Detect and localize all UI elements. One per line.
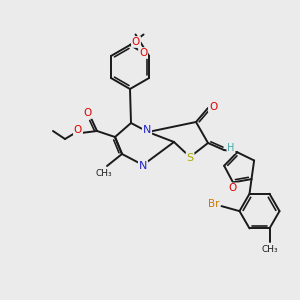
Text: N: N: [143, 125, 151, 135]
Text: S: S: [186, 153, 194, 163]
Text: H: H: [227, 143, 235, 153]
Text: O: O: [74, 125, 82, 135]
Text: N: N: [139, 161, 147, 171]
Text: Br: Br: [208, 199, 219, 209]
Text: O: O: [139, 48, 147, 58]
Text: O: O: [132, 37, 140, 47]
Text: O: O: [209, 102, 217, 112]
Text: O: O: [229, 183, 237, 194]
Text: CH₃: CH₃: [261, 245, 278, 254]
Text: CH₃: CH₃: [96, 169, 112, 178]
Text: O: O: [84, 108, 92, 118]
